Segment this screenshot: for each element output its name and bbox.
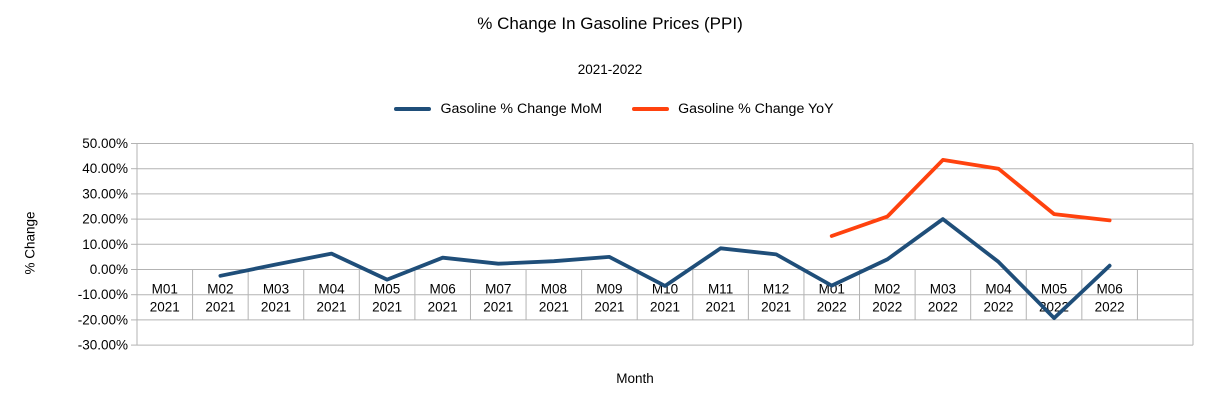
x-category-label-year: 2021 bbox=[428, 300, 458, 315]
x-category-label-month: M06 bbox=[1096, 282, 1122, 297]
series-line-yoy bbox=[829, 158, 1112, 238]
x-category-label-year: 2022 bbox=[983, 300, 1013, 315]
y-tick-label: 10.00% bbox=[82, 237, 128, 252]
y-tick-label: 40.00% bbox=[82, 161, 128, 176]
x-category-label-year: 2022 bbox=[1095, 300, 1125, 315]
y-tick-label: 0.00% bbox=[90, 262, 128, 277]
x-category-label-year: 2021 bbox=[650, 300, 680, 315]
y-tick-label: -30.00% bbox=[78, 338, 128, 353]
x-category-label-month: M02 bbox=[207, 282, 233, 297]
legend: Gasoline % Change MoM Gasoline % Change … bbox=[8, 101, 1220, 117]
x-category-label-year: 2021 bbox=[205, 300, 235, 315]
chart-title: % Change In Gasoline Prices (PPI) bbox=[477, 14, 743, 33]
x-category-label-month: M09 bbox=[596, 282, 622, 297]
x-category-label-year: 2022 bbox=[872, 300, 902, 315]
x-category-label-month: M01 bbox=[152, 282, 178, 297]
x-category-label-year: 2022 bbox=[817, 300, 847, 315]
y-tick-label: -20.00% bbox=[78, 312, 128, 327]
legend-line-swatch-yoy bbox=[632, 107, 670, 111]
x-category-label-month: M06 bbox=[430, 282, 456, 297]
chart-subtitle: 2021-2022 bbox=[577, 62, 643, 77]
x-category-label-month: M03 bbox=[930, 282, 956, 297]
x-category-label-year: 2021 bbox=[539, 300, 569, 315]
y-tick-label: 20.00% bbox=[82, 212, 128, 227]
legend-label-mom: Gasoline % Change MoM bbox=[440, 101, 603, 117]
x-category-label-year: 2021 bbox=[372, 300, 402, 315]
series-line-mom bbox=[218, 217, 1112, 320]
x-category-label-month: M03 bbox=[263, 282, 289, 297]
x-category-label-month: M10 bbox=[652, 282, 678, 297]
x-axis-title: Month bbox=[616, 371, 654, 386]
x-category-label-month: M04 bbox=[318, 282, 345, 297]
legend-line-swatch-mom bbox=[394, 107, 432, 111]
x-category-label-year: 2021 bbox=[761, 300, 791, 315]
legend-label-yoy: Gasoline % Change YoY bbox=[678, 101, 834, 117]
y-tick-label: -10.00% bbox=[78, 287, 128, 302]
x-category-label-year: 2021 bbox=[150, 300, 180, 315]
x-category-label-month: M07 bbox=[485, 282, 511, 297]
x-category-label-month: M11 bbox=[708, 282, 733, 297]
legend-item-yoy: Gasoline % Change YoY bbox=[632, 101, 834, 117]
x-category-label-year: 2021 bbox=[594, 300, 624, 315]
x-category-label-year: 2021 bbox=[317, 300, 347, 315]
x-category-label-month: M04 bbox=[985, 282, 1012, 297]
x-category-label-month: M01 bbox=[819, 282, 845, 297]
x-category-label-month: M12 bbox=[763, 282, 789, 297]
x-category-label-year: 2021 bbox=[483, 300, 513, 315]
x-category-label-month: M05 bbox=[1041, 282, 1067, 297]
x-category-label-year: 2021 bbox=[261, 300, 291, 315]
legend-item-mom: Gasoline % Change MoM bbox=[394, 101, 602, 117]
x-category-label-month: M08 bbox=[541, 282, 567, 297]
y-tick-label: 30.00% bbox=[82, 186, 128, 201]
x-category-label-year: 2022 bbox=[928, 300, 958, 315]
x-category-label-year: 2021 bbox=[706, 300, 736, 315]
x-category-label-month: M05 bbox=[374, 282, 400, 297]
x-category-label-month: M02 bbox=[874, 282, 900, 297]
y-tick-label: 50.00% bbox=[82, 136, 128, 151]
